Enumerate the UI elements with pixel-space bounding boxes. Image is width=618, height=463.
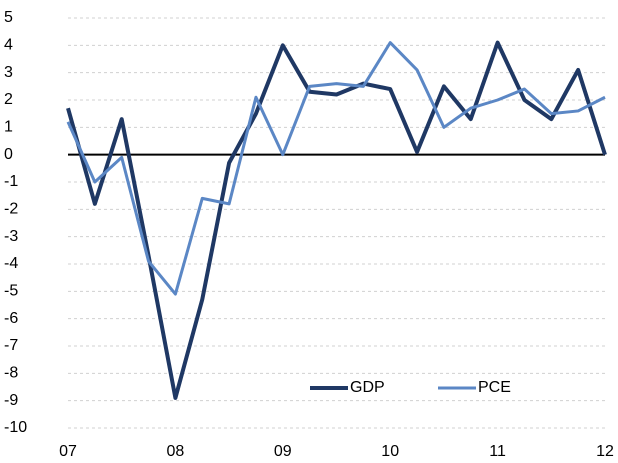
y-tick-label: 0 (4, 146, 13, 163)
x-tick-label: 09 (274, 443, 292, 460)
y-tick-label: 3 (4, 64, 13, 81)
y-tick-label: -4 (4, 255, 18, 272)
x-tick-label: 11 (489, 443, 506, 460)
line (66, 41, 606, 296)
y-tick-label: -10 (4, 419, 27, 436)
x-tick-label: 08 (167, 443, 185, 460)
y-tick-label: -1 (4, 173, 18, 190)
legend-label: GDP (350, 379, 385, 396)
y-tick-label: -7 (4, 337, 18, 354)
y-tick-label: 5 (4, 9, 13, 26)
y-tick-label: 1 (4, 119, 13, 136)
x-tick-label: 10 (381, 443, 399, 460)
line (66, 40, 607, 400)
x-tick-label: 07 (59, 443, 77, 460)
y-tick-label: -9 (4, 392, 18, 409)
legend-label: PCE (478, 379, 511, 396)
y-tick-label: 2 (4, 91, 13, 108)
x-tick-label: 12 (596, 443, 614, 460)
y-tick-label: -2 (4, 201, 18, 218)
y-tick-label: -3 (4, 228, 18, 245)
y-tick-label: -5 (4, 283, 18, 300)
y-tick-label: -8 (4, 365, 18, 382)
y-tick-label: -6 (4, 310, 18, 327)
y-tick-label: 4 (4, 37, 13, 54)
